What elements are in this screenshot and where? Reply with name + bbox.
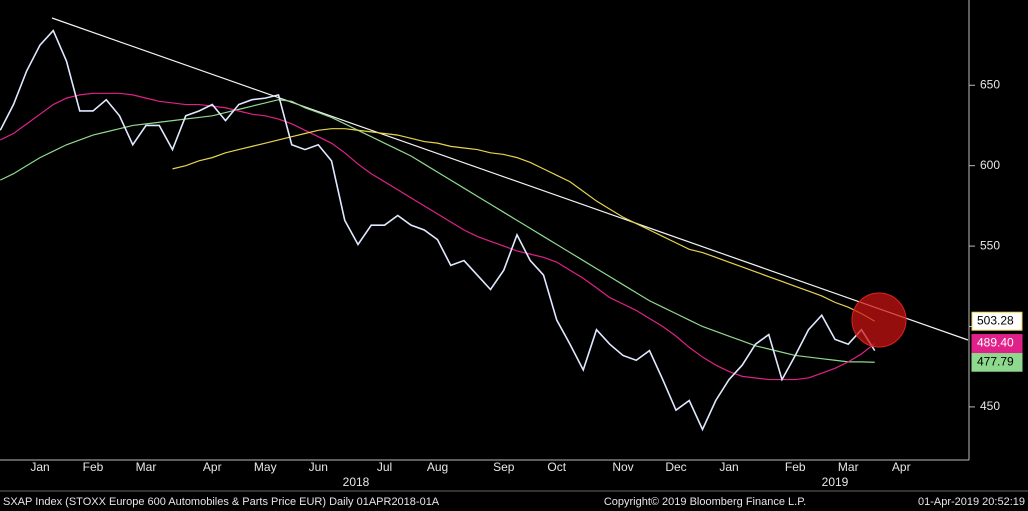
x-tick-label: Mar [838, 460, 859, 474]
year-label: 2018 [343, 475, 370, 489]
price-line [0, 29, 876, 432]
last-label-box [971, 334, 1023, 354]
highlight-circle [851, 292, 907, 348]
x-tick-label: May [254, 460, 277, 474]
plot: 450500550600650JanFebMarAprMayJunJulAugS… [0, 29, 1000, 489]
trendline [51, 17, 969, 341]
x-tick-label: Mar [136, 460, 157, 474]
y-tick-label: 450 [980, 399, 1000, 413]
last-label-box [971, 311, 1023, 331]
y-tick-label: 600 [980, 158, 1000, 172]
footer-left: SXAP Index (STOXX Europe 600 Automobiles… [3, 496, 440, 508]
x-tick-label: Aug [427, 460, 448, 474]
last-label: 503.28 [977, 313, 1014, 327]
x-tick-label: Jun [309, 460, 328, 474]
y-tick-label: 550 [980, 238, 1000, 252]
x-tick-label: Feb [83, 460, 104, 474]
last-label: 489.40 [977, 336, 1014, 350]
x-tick-label: Feb [785, 460, 806, 474]
year-label: 2019 [822, 475, 849, 489]
x-tick-label: Sep [493, 460, 515, 474]
footer-right: 01-Apr-2019 20:52:19 [918, 496, 1025, 508]
moving-average [0, 92, 876, 381]
x-tick-label: Oct [547, 460, 566, 474]
last-label-box [971, 352, 1023, 372]
moving-average [0, 99, 875, 363]
x-tick-label: Jan [30, 460, 49, 474]
last-label: 477.79 [977, 354, 1014, 368]
x-tick-label: Jan [719, 460, 738, 474]
y-tick-label: 650 [980, 77, 1000, 91]
x-tick-label: Apr [203, 460, 222, 474]
x-tick-label: Jul [377, 460, 392, 474]
last-labels: 477.79 489.40 503.28 [971, 311, 1023, 372]
x-tick-label: Apr [892, 460, 911, 474]
x-tick-label: Nov [612, 460, 633, 474]
x-tick-label: Dec [665, 460, 686, 474]
footer-center: Copyright© 2019 Bloomberg Finance L.P. [604, 496, 806, 508]
